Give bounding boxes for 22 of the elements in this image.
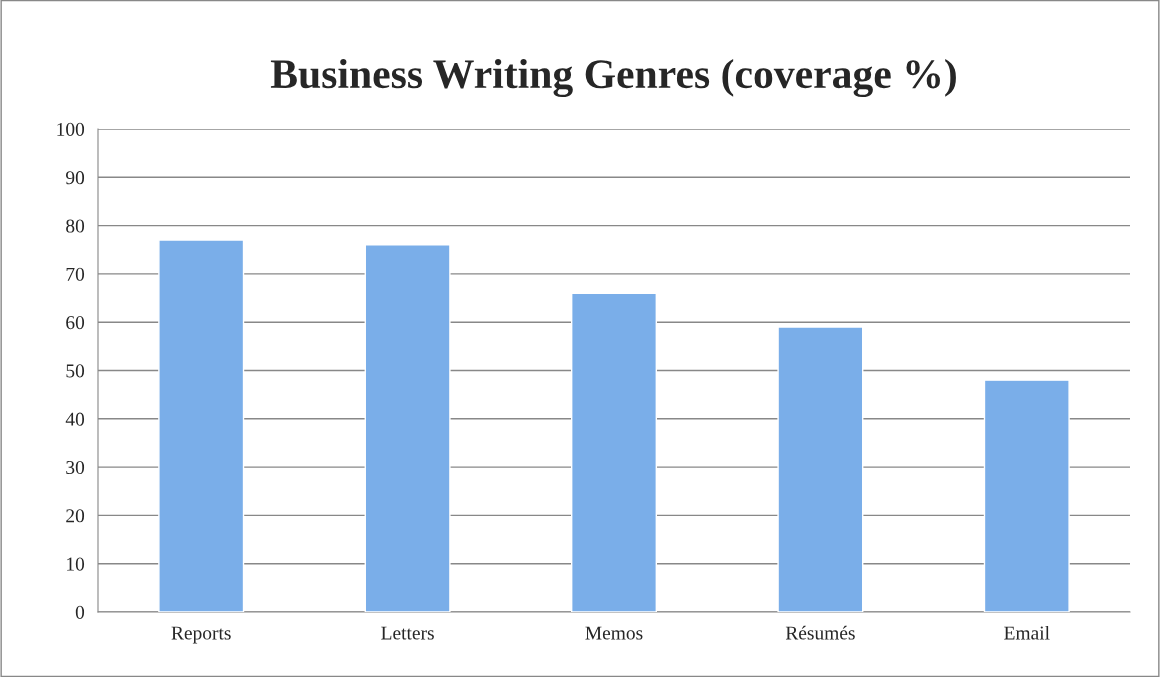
bar: [570, 292, 658, 612]
chart-title: Business Writing Genres (coverage %): [270, 58, 956, 98]
y-tick-label: 30: [66, 460, 85, 475]
bar: [158, 239, 245, 612]
x-tick-label: Memos: [585, 626, 643, 640]
y-tick-label: 60: [66, 316, 85, 330]
y-tick-label: 70: [66, 267, 85, 281]
y-tick-label: 10: [67, 557, 85, 571]
x-tick-label: Email: [1004, 625, 1050, 640]
bar: [983, 379, 1070, 612]
y-tick-label: 90: [65, 171, 85, 185]
bar: [777, 326, 864, 612]
y-tick-label: 0: [75, 605, 85, 619]
bar: [364, 244, 451, 612]
x-tick-label: Résumés: [785, 625, 855, 640]
y-tick-label: 80: [66, 219, 85, 233]
y-tick-label: 100: [57, 122, 85, 136]
y-tick-label: 50: [66, 364, 85, 378]
x-tick-label: Reports: [171, 626, 231, 644]
x-tick-label: Letters: [381, 626, 434, 640]
y-tick-label: 20: [66, 509, 85, 523]
y-tick-label: 40: [65, 412, 85, 426]
